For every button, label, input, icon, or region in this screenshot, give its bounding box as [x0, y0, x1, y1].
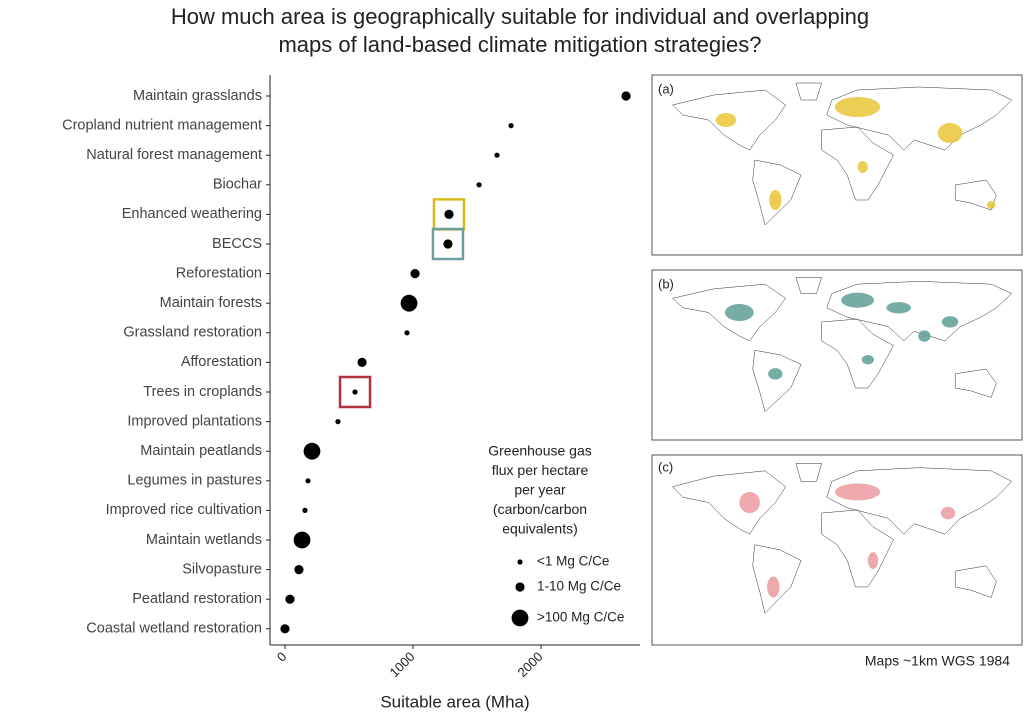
legend-title: flux per hectare [492, 462, 589, 478]
y-tick-label: Legumes in pastures [127, 473, 262, 489]
legend-marker [511, 609, 529, 627]
map-a [651, 74, 1023, 256]
point [357, 357, 367, 367]
map-label: (c) [658, 459, 673, 474]
map-caption: Maps ~1km WGS 1984 [865, 653, 1010, 669]
point [280, 624, 290, 634]
map-overlay [715, 97, 996, 210]
y-tick-label: Natural forest management [86, 147, 262, 163]
map-overlay [724, 292, 959, 380]
map-label: (b) [658, 276, 674, 291]
y-tick-label: Trees in croplands [143, 384, 262, 400]
point [508, 123, 514, 129]
point [404, 330, 410, 336]
y-tick-label: Cropland nutrient management [62, 117, 262, 133]
y-tick-label: Maintain forests [160, 295, 262, 311]
y-tick-label: BECCS [212, 236, 262, 252]
legend-title: (carbon/carbon [493, 501, 587, 517]
y-tick-label: Enhanced weathering [122, 206, 262, 222]
y-tick-label: Peatland restoration [132, 591, 262, 607]
legend-label: >100 Mg C/Ce [537, 610, 624, 625]
y-tick-label: Maintain wetlands [146, 532, 262, 548]
y-tick-label: Biochar [213, 177, 262, 193]
map-label: (a) [658, 81, 674, 96]
legend-label: <1 Mg C/Ce [537, 554, 609, 569]
point [285, 594, 295, 604]
legend-title: per year [514, 482, 566, 498]
point [621, 91, 631, 101]
legend-title: equivalents) [502, 521, 578, 537]
x-tick-label: 2000 [515, 649, 546, 680]
point [494, 152, 500, 158]
x-axis-title: Suitable area (Mha) [380, 692, 529, 711]
point [305, 478, 311, 484]
point [335, 419, 341, 425]
point [410, 269, 420, 279]
point [352, 389, 358, 395]
point [400, 294, 418, 312]
legend-marker [515, 582, 525, 592]
highlight-box [431, 227, 465, 261]
legend-title: Greenhouse gas [488, 443, 592, 459]
point [443, 239, 453, 249]
chart-title: How much area is geographically suitable… [171, 4, 869, 29]
highlight-box [338, 375, 372, 409]
y-tick-label: Maintain grasslands [133, 88, 262, 104]
point [476, 182, 482, 188]
legend-marker [517, 559, 523, 565]
point [302, 507, 308, 513]
x-tick-label: 0 [274, 649, 290, 665]
map-b [651, 269, 1023, 441]
point [444, 209, 454, 219]
y-tick-label: Coastal wetland restoration [86, 621, 262, 637]
chart-title: maps of land-based climate mitigation st… [278, 32, 761, 57]
legend-label: 1-10 Mg C/Ce [537, 579, 621, 594]
map-overlay [739, 483, 956, 598]
y-tick-label: Reforestation [176, 265, 262, 281]
map-c [651, 454, 1023, 646]
point [294, 565, 304, 575]
x-tick-label: 1000 [387, 649, 418, 680]
point [293, 531, 311, 549]
y-tick-label: Improved plantations [127, 413, 262, 429]
y-tick-label: Silvopasture [182, 561, 262, 577]
y-tick-label: Maintain peatlands [140, 443, 262, 459]
point [303, 442, 321, 460]
y-tick-label: Afforestation [181, 354, 262, 370]
y-tick-label: Improved rice cultivation [106, 502, 262, 518]
y-tick-label: Grassland restoration [123, 325, 262, 341]
